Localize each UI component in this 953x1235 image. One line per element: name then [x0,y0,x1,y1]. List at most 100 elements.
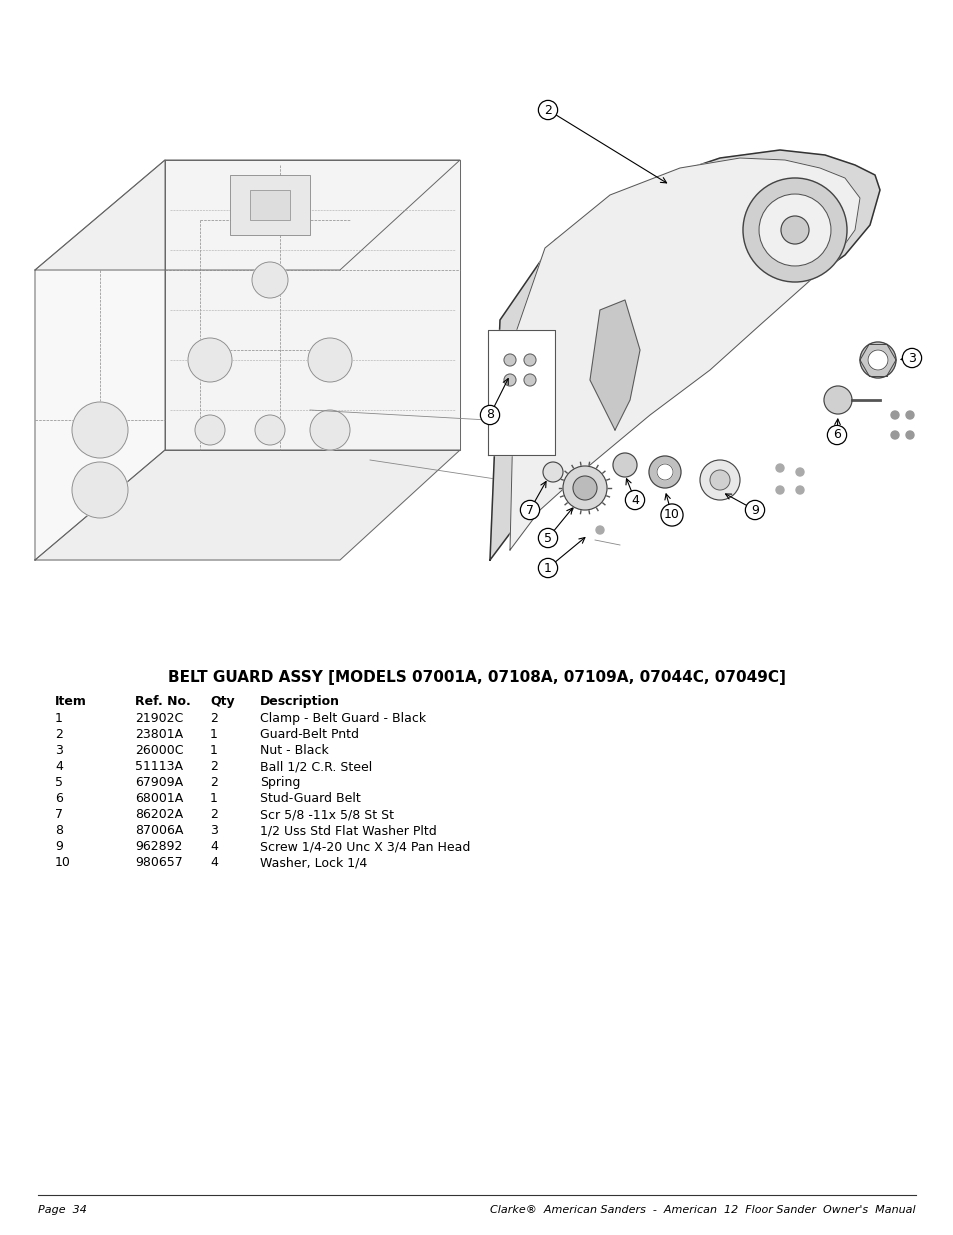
Text: 3: 3 [55,743,63,757]
Text: 6: 6 [832,429,840,441]
Text: Item: Item [55,695,87,708]
Circle shape [867,350,887,370]
Circle shape [890,431,898,438]
Text: Description: Description [260,695,339,708]
Text: 2: 2 [210,808,217,821]
Text: 8: 8 [485,409,494,421]
Polygon shape [165,161,459,450]
Circle shape [859,342,895,378]
Text: 26000C: 26000C [135,743,183,757]
Circle shape [188,338,232,382]
Text: 87006A: 87006A [135,824,183,837]
Circle shape [194,415,225,445]
Text: 9: 9 [750,504,759,516]
Text: 1: 1 [210,792,217,805]
Text: Stud-Guard Belt: Stud-Guard Belt [260,792,360,805]
Circle shape [503,354,516,366]
Circle shape [795,487,803,494]
Text: 4: 4 [210,856,217,869]
Text: Screw 1/4-20 Unc X 3/4 Pan Head: Screw 1/4-20 Unc X 3/4 Pan Head [260,840,470,853]
Text: 7: 7 [525,504,534,516]
Polygon shape [35,161,459,270]
Text: 3: 3 [210,824,217,837]
Text: 962892: 962892 [135,840,182,853]
Text: 67909A: 67909A [135,776,183,789]
Circle shape [890,411,898,419]
Text: 1: 1 [210,727,217,741]
Text: 7: 7 [55,808,63,821]
Text: Qty: Qty [210,695,234,708]
Text: Ref. No.: Ref. No. [135,695,191,708]
Circle shape [310,410,350,450]
Circle shape [308,338,352,382]
Polygon shape [488,330,555,454]
Circle shape [71,462,128,517]
Text: Page  34: Page 34 [38,1205,87,1215]
Circle shape [742,178,846,282]
Circle shape [709,471,729,490]
Circle shape [905,411,913,419]
Circle shape [700,459,740,500]
Circle shape [542,462,562,482]
Text: Spring: Spring [260,776,300,789]
Text: 2: 2 [55,727,63,741]
Text: Ball 1/2 C.R. Steel: Ball 1/2 C.R. Steel [260,760,372,773]
Text: Scr 5/8 -11x 5/8 St St: Scr 5/8 -11x 5/8 St St [260,808,394,821]
Text: 4: 4 [210,840,217,853]
Circle shape [823,387,851,414]
Text: 23801A: 23801A [135,727,183,741]
Text: 5: 5 [543,531,552,545]
Polygon shape [490,149,879,559]
Circle shape [657,464,672,480]
Text: 86202A: 86202A [135,808,183,821]
Circle shape [71,403,128,458]
Text: 2: 2 [210,776,217,789]
Text: 1: 1 [543,562,552,574]
Circle shape [648,456,680,488]
Circle shape [613,453,637,477]
Circle shape [503,374,516,387]
Circle shape [573,475,597,500]
Circle shape [523,354,536,366]
Text: Clarke®  American Sanders  -  American  12  Floor Sander  Owner's  Manual: Clarke® American Sanders - American 12 F… [490,1205,915,1215]
Text: 1: 1 [55,713,63,725]
Text: 2: 2 [543,104,552,116]
Circle shape [562,466,606,510]
Circle shape [254,415,285,445]
Circle shape [596,526,603,534]
Text: 1/2 Uss Std Flat Washer Pltd: 1/2 Uss Std Flat Washer Pltd [260,824,436,837]
Text: 2: 2 [210,713,217,725]
Polygon shape [589,300,639,430]
Circle shape [795,468,803,475]
Polygon shape [510,158,859,550]
Text: 10: 10 [55,856,71,869]
Circle shape [775,487,783,494]
Text: 4: 4 [630,494,639,506]
Circle shape [775,464,783,472]
Text: 51113A: 51113A [135,760,183,773]
Text: 3: 3 [907,352,915,364]
Text: 4: 4 [55,760,63,773]
Text: 5: 5 [55,776,63,789]
Text: 6: 6 [55,792,63,805]
Text: 980657: 980657 [135,856,183,869]
Text: Guard-Belt Pntd: Guard-Belt Pntd [260,727,358,741]
Text: Washer, Lock 1/4: Washer, Lock 1/4 [260,856,367,869]
Text: Nut - Black: Nut - Black [260,743,329,757]
Circle shape [781,216,808,245]
Text: 9: 9 [55,840,63,853]
Polygon shape [35,450,459,559]
Text: 1: 1 [210,743,217,757]
Text: Clamp - Belt Guard - Black: Clamp - Belt Guard - Black [260,713,426,725]
Circle shape [523,374,536,387]
Circle shape [905,431,913,438]
Bar [230,175,310,235]
Bar [250,190,290,220]
Polygon shape [35,161,165,559]
Text: 8: 8 [55,824,63,837]
Text: 21902C: 21902C [135,713,183,725]
Text: 10: 10 [663,509,679,521]
Circle shape [252,262,288,298]
Text: BELT GUARD ASSY [MODELS 07001A, 07108A, 07109A, 07044C, 07049C]: BELT GUARD ASSY [MODELS 07001A, 07108A, … [168,671,785,685]
Text: 2: 2 [210,760,217,773]
